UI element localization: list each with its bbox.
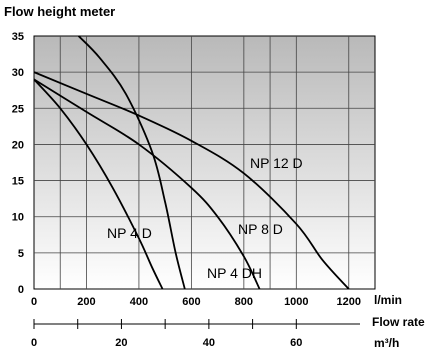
curve-np-4-dh: [77, 35, 186, 290]
y-tick-label: 0: [18, 284, 24, 296]
x-tick-label: 400: [130, 296, 148, 308]
chart-title: Flow height meter: [4, 4, 115, 19]
secondary-x-axis: 0 20 40 60: [31, 319, 360, 349]
y-tick-label: 5: [18, 248, 24, 260]
x2-tick-label: 20: [115, 337, 127, 349]
curve-label-np-4-d: NP 4 D: [107, 225, 152, 241]
plot-area: [33, 35, 376, 290]
y-tick-label: 15: [12, 176, 24, 188]
grid: [34, 36, 375, 289]
x-tick-label: 1200: [337, 296, 361, 308]
curve-label-np-12-d: NP 12 D: [250, 155, 303, 171]
curves: [33, 35, 350, 290]
curve-label-np-8-d: NP 8 D: [238, 221, 283, 237]
y-tick-label: 25: [12, 103, 24, 115]
curve-label-np-4-dh: NP 4 DH: [207, 265, 262, 281]
y-tick-label: 10: [12, 212, 24, 224]
x-axis-ticks: 0 200 400 600 800 1000 1200: [31, 296, 361, 308]
x2-tick-label: 0: [31, 337, 37, 349]
x2-tick-label: 60: [290, 337, 302, 349]
x2-tick-label: 40: [203, 337, 215, 349]
x2-axis-unit: m³/h: [374, 336, 399, 350]
curve-np-4-d: [33, 78, 164, 290]
x-tick-label: 200: [77, 296, 95, 308]
x-axis-label: Flow rate: [372, 315, 425, 329]
x-axis-unit: l/min: [374, 293, 402, 307]
curve-labels: NP 12 D NP 8 D NP 4 D NP 4 DH: [107, 155, 303, 281]
y-axis-ticks: 0 5 10 15 20 25 30 35: [12, 31, 24, 296]
x-tick-label: 0: [31, 296, 37, 308]
curve-np-8-d: [33, 78, 261, 290]
curve-np-12-d: [33, 71, 350, 290]
x-tick-label: 600: [182, 296, 200, 308]
y-tick-label: 20: [12, 139, 24, 151]
x-tick-label: 1000: [284, 296, 308, 308]
y-tick-label: 30: [12, 67, 24, 79]
x-tick-label: 800: [235, 296, 253, 308]
y-tick-label: 35: [12, 31, 24, 43]
